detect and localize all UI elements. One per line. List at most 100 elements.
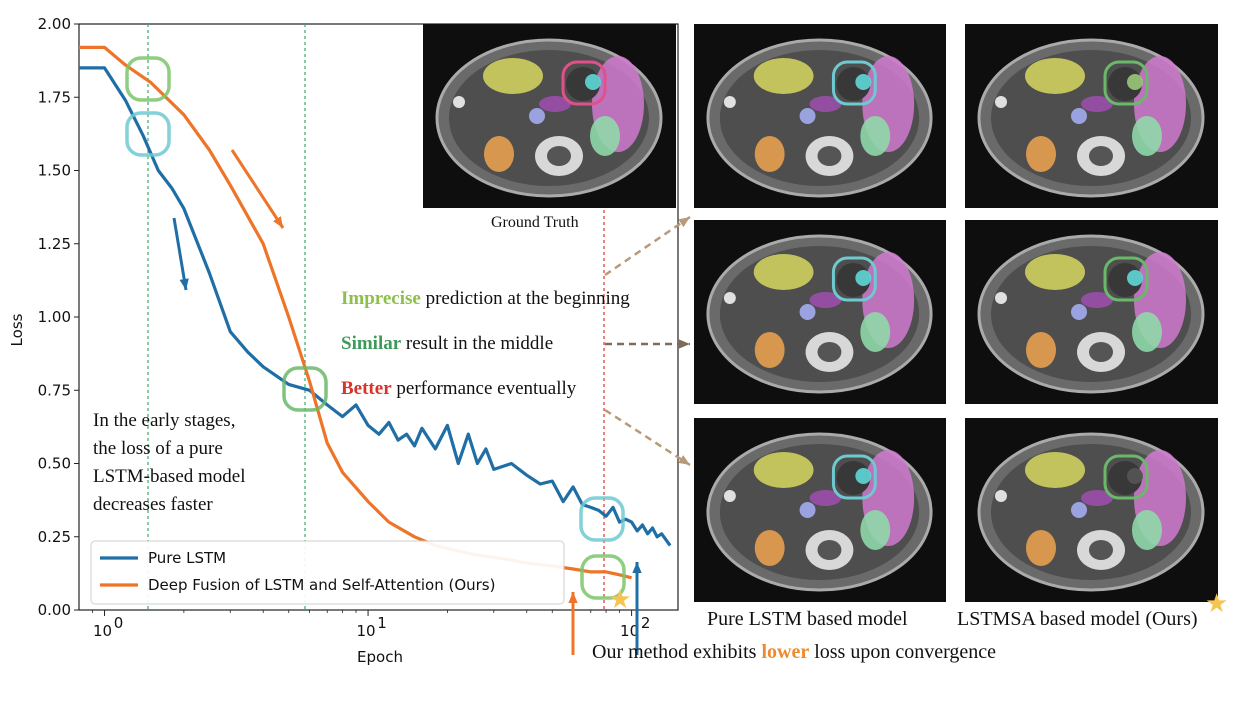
pure-lstm-line xyxy=(79,66,672,547)
tumor-highlight xyxy=(831,60,877,106)
kidney-left xyxy=(484,136,514,172)
kidney-right xyxy=(1132,116,1162,156)
liver-region xyxy=(1025,452,1085,488)
imprecise-rest: prediction at the beginning xyxy=(420,288,630,309)
y-tick-label: 0.00 xyxy=(38,601,71,619)
legend: Pure LSTM Deep Fusion of LSTM and Self-At… xyxy=(90,540,565,605)
pure-lstm-image-early xyxy=(694,24,946,208)
aorta xyxy=(1071,502,1087,518)
aorta xyxy=(799,304,816,320)
y-tick-label: 0.50 xyxy=(38,455,71,473)
imprecise-arrow-shaft xyxy=(604,215,691,277)
spinal-canal xyxy=(817,540,842,560)
liver-region xyxy=(753,452,814,488)
legend-entry: Deep Fusion of LSTM and Self-Attention (… xyxy=(148,576,495,594)
conclusion-note: Our method exhibits lower loss upon conv… xyxy=(592,641,996,664)
pancreas-region xyxy=(1081,96,1113,112)
y-tick-label: 0.25 xyxy=(38,528,71,546)
similar-arrow-head xyxy=(678,339,690,349)
similar-rest: result in the middle xyxy=(401,333,554,354)
x-tick-label: 10 xyxy=(93,622,112,640)
kidney-left xyxy=(1026,136,1056,172)
tumor-highlight xyxy=(1103,60,1149,106)
early-line-2: the loss of a pure xyxy=(93,438,223,459)
x-tick-exponent: 0 xyxy=(114,614,124,632)
imprecise-word: Imprecise xyxy=(341,288,421,309)
tumor-region xyxy=(855,468,872,484)
spinal-canal xyxy=(547,146,571,166)
better-arrow-shaft xyxy=(604,408,691,467)
lower-word: lower xyxy=(761,641,810,663)
kidney-left xyxy=(754,136,785,172)
tumor-highlight xyxy=(831,256,877,302)
kidney-right xyxy=(860,312,891,352)
conclusion-post: loss upon convergence xyxy=(809,641,997,663)
spinal-canal xyxy=(817,146,842,166)
aorta xyxy=(799,108,816,124)
legend-entry: Pure LSTM xyxy=(148,549,226,567)
lstmsa-caption: LSTMSA based model (Ours) xyxy=(957,608,1198,630)
x-tick-label: 10 xyxy=(357,622,376,640)
legend-box xyxy=(90,540,565,605)
tumor-region xyxy=(1127,270,1143,286)
bowel-gas xyxy=(995,96,1007,108)
pancreas-region xyxy=(1081,490,1113,506)
better-note: Better performance eventually xyxy=(341,378,576,400)
tumor-region xyxy=(855,270,872,286)
kidney-left xyxy=(1026,530,1056,566)
early-lstm-circle xyxy=(125,111,171,157)
conclusion-pre: Our method exhibits xyxy=(592,641,762,663)
pancreas-region xyxy=(809,490,842,506)
highlight-circles xyxy=(125,56,626,600)
y-tick-label: 1.00 xyxy=(38,308,71,326)
x-tick-label: 10 xyxy=(620,622,639,640)
ct-scan-drawing xyxy=(965,418,1218,602)
liver-region xyxy=(1025,254,1085,290)
lstm-trend-arrow-head xyxy=(179,278,189,290)
spinal-canal xyxy=(817,342,842,362)
kidney-right xyxy=(1132,312,1162,352)
liver-region xyxy=(483,58,543,94)
ct-scan-drawing xyxy=(694,24,946,208)
lstm-final-arrow-head xyxy=(632,562,642,574)
kidney-right xyxy=(590,116,620,156)
lstmsa-image-middle xyxy=(965,220,1218,404)
final-ours-circle xyxy=(580,554,626,600)
better-word: Better xyxy=(341,378,392,399)
ours-final-arrow-head xyxy=(568,592,578,604)
tumor-region xyxy=(585,74,601,90)
middle-circle xyxy=(282,366,328,412)
spinal-canal xyxy=(1089,146,1113,166)
kidney-right xyxy=(860,116,891,156)
reference-lines xyxy=(147,24,605,610)
ct-scan-drawing xyxy=(694,418,946,602)
lstmsa-image-early xyxy=(965,24,1218,208)
imprecise-arrow-head xyxy=(678,217,690,228)
star-icon: ★ xyxy=(1205,588,1229,618)
liver-region xyxy=(753,254,814,290)
aorta xyxy=(799,502,816,518)
ground-truth-caption: Ground Truth xyxy=(491,214,579,231)
kidney-left xyxy=(754,332,785,368)
early-line-4: decreases faster xyxy=(93,494,213,515)
similar-word: Similar xyxy=(341,333,402,354)
better-rest: performance eventually xyxy=(391,378,577,399)
y-tick-label: 2.00 xyxy=(38,15,71,33)
pure-lstm-image-middle xyxy=(694,220,946,404)
kidney-left xyxy=(754,530,785,566)
ours-trend-arrow-shaft xyxy=(230,149,285,229)
bowel-gas xyxy=(723,490,736,502)
early-line-3: LSTM-based model xyxy=(93,466,246,487)
bowel-gas xyxy=(723,96,736,108)
y-axis-label: Loss xyxy=(8,313,26,346)
ct-scan-drawing xyxy=(965,220,1218,404)
tumor-highlight xyxy=(1103,256,1149,302)
tumor-highlight xyxy=(561,60,607,106)
spinal-canal xyxy=(1089,342,1113,362)
liver-region xyxy=(1025,58,1085,94)
y-tick-label: 1.75 xyxy=(38,88,71,106)
trend-arrows: ★ xyxy=(172,149,691,655)
pancreas-region xyxy=(809,292,842,308)
aorta xyxy=(529,108,545,124)
tumor-highlight xyxy=(831,454,877,500)
